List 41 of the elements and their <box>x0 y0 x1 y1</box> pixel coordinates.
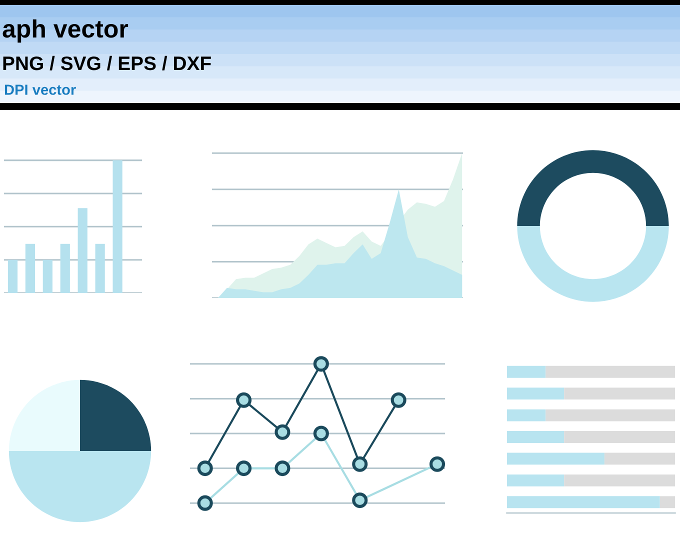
text: DPI vector <box>4 84 76 95</box>
bar <box>507 388 564 400</box>
bar <box>546 366 675 378</box>
point <box>313 426 329 442</box>
bar <box>564 474 675 486</box>
point <box>236 392 252 408</box>
bar <box>507 431 564 443</box>
point <box>352 492 368 508</box>
point <box>429 456 445 472</box>
bar <box>42 260 52 293</box>
text: aph vector <box>2 19 128 43</box>
bar <box>546 409 675 422</box>
point <box>236 460 252 476</box>
bar <box>78 208 88 293</box>
donut-slice <box>517 226 669 302</box>
bar <box>507 409 546 422</box>
text: PNG / SVG / EPS / DXF <box>3 56 211 70</box>
pie-slice <box>8 380 80 451</box>
bar <box>604 452 675 465</box>
point <box>313 356 329 372</box>
bar <box>60 244 70 293</box>
bar <box>507 366 546 378</box>
bar <box>660 496 675 508</box>
bar <box>507 474 564 486</box>
bar <box>95 244 105 293</box>
point <box>197 460 213 476</box>
bar <box>507 452 604 465</box>
bar <box>112 160 122 293</box>
bar <box>564 388 675 400</box>
point <box>274 460 290 476</box>
point <box>197 495 213 511</box>
bar <box>8 260 18 293</box>
bar <box>25 244 36 293</box>
pie-slice <box>80 380 152 451</box>
pie-slice <box>8 451 152 522</box>
point <box>352 456 368 472</box>
donut-slice <box>517 150 669 226</box>
bar <box>564 431 675 443</box>
point <box>274 424 290 440</box>
point <box>390 392 406 408</box>
bar <box>507 496 660 508</box>
